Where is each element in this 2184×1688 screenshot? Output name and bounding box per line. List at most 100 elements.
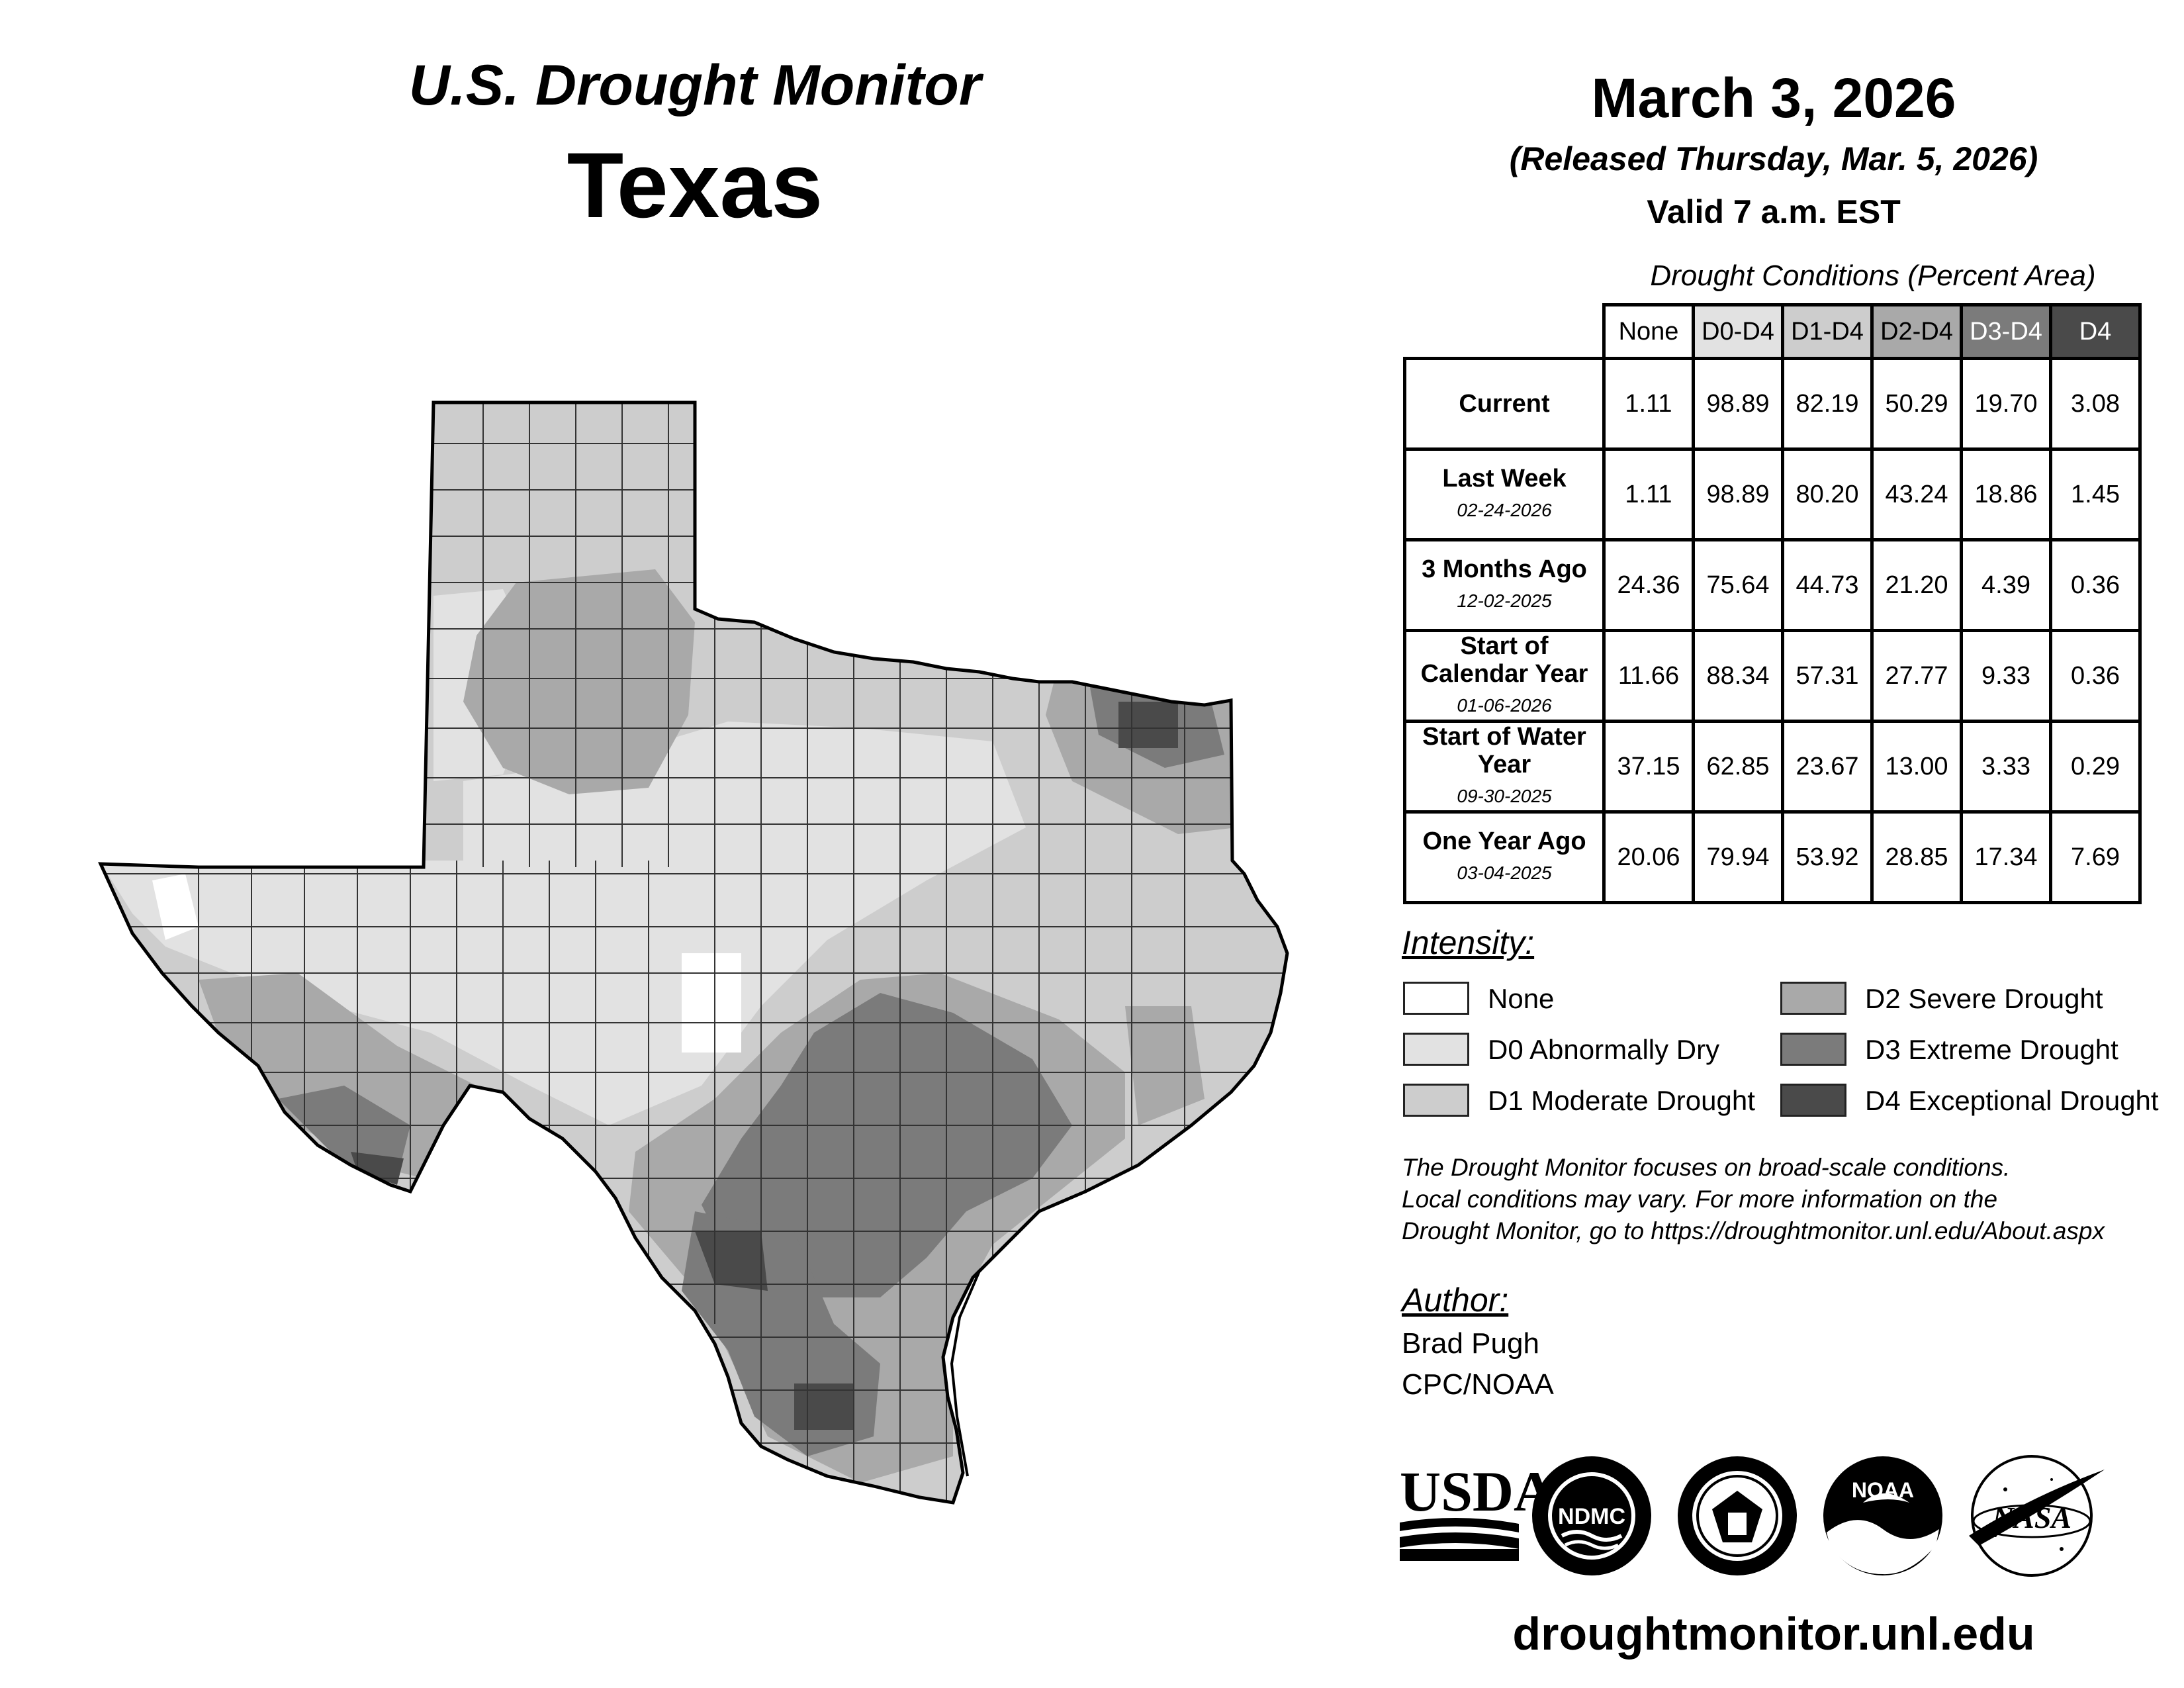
table-cell: 23.67 [1781,720,1874,814]
table-cell: 75.64 [1692,538,1784,632]
table-row: Last Week 02-24-2026 1.11 98.89 80.20 43.… [1403,447,2142,541]
table-cell: 18.86 [1960,447,2052,541]
table-cell: 17.34 [1960,810,2052,904]
legend-label: None [1488,983,1555,1014]
legend-label: D1 Moderate Drought [1488,1085,1755,1116]
table-cell: 57.31 [1781,629,1874,723]
table-cell: 82.19 [1781,357,1874,451]
table-cell: 1.11 [1602,357,1695,451]
table-cell: 79.94 [1692,810,1784,904]
table-cell: 21.20 [1870,538,1963,632]
table-cell: 88.34 [1692,629,1784,723]
table-cell: 27.77 [1870,629,1963,723]
legend-label: D4 Exceptional Drought [1865,1085,2159,1116]
table-cell: 24.36 [1602,538,1695,632]
table-row: Current 1.11 98.89 82.19 50.29 19.70 3.0… [1403,357,2142,451]
row-label: 3 Months Ago 12-02-2025 [1403,538,1606,632]
table-cell: 11.66 [1602,629,1695,723]
row-label: Start of Water Year 09-30-2025 [1403,720,1606,814]
row-label: Start of Calendar Year 01-06-2026 [1403,629,1606,723]
row-label-text: Start of Calendar Year [1420,632,1588,688]
texas-drought-map [98,400,1289,1505]
row-label: Last Week 02-24-2026 [1403,447,1606,541]
row-date: 03-04-2025 [1457,863,1552,883]
state-title: Texas [567,133,823,237]
table-cell: 50.29 [1870,357,1963,451]
legend-label: D3 Extreme Drought [1865,1034,2118,1065]
title-block: U.S. Drought Monitor Texas [225,53,1165,239]
usda-logo: USDA [1400,1460,1555,1561]
table-cell: 80.20 [1781,447,1874,541]
col-d0-d4: D0-D4 [1692,303,1784,360]
table-cell: 53.92 [1781,810,1874,904]
table-cell: 44.73 [1781,538,1874,632]
col-none: None [1602,303,1695,360]
table-cell: 7.69 [2049,810,2142,904]
row-label: One Year Ago 03-04-2025 [1403,810,1606,904]
disclaimer-line: Drought Monitor, go to https://droughtmo… [1402,1217,2105,1244]
row-label: Current [1403,357,1606,451]
usda-logo-text: USDA [1400,1460,1555,1523]
ndmc-logo-text: NDMC [1558,1504,1625,1529]
disclaimer-line: Local conditions may vary. For more info… [1402,1186,1998,1213]
table-caption: Drought Conditions (Percent Area) [1650,259,2096,292]
row-label-text: Start of Water Year [1422,723,1586,778]
row-label-text: 3 Months Ago [1422,555,1587,583]
row-date: 02-24-2026 [1457,500,1552,520]
table-cell: 9.33 [1960,629,2052,723]
table-header-row: None D0-D4 D1-D4 D2-D4 D3-D4 D4 [1404,303,2142,360]
legend-swatch [1403,1033,1469,1066]
table-cell: 28.85 [1870,810,1963,904]
legend-swatch [1780,1084,1846,1117]
row-date: 01-06-2026 [1457,695,1552,716]
table-cell: 13.00 [1870,720,1963,814]
table-row: Start of Calendar Year 01-06-2026 11.66 8… [1403,629,2142,723]
partner-logos: USDA NDMC NOAA NASA [1400,1455,2105,1577]
disclaimer: The Drought Monitor focuses on broad-sca… [1402,1152,2169,1247]
table-row: Start of Water Year 09-30-2025 37.15 62.8… [1403,720,2142,814]
col-d2-d4: D2-D4 [1870,303,1963,360]
col-d3-d4: D3-D4 [1960,303,2052,360]
noaa-logo-text: NOAA [1852,1478,1914,1502]
drought-conditions-table: None D0-D4 D1-D4 D2-D4 D3-D4 D4 Current … [1403,303,2142,904]
table-cell: 62.85 [1692,720,1784,814]
table-cell: 20.06 [1602,810,1695,904]
legend-swatch [1780,1033,1846,1066]
table-cell: 0.36 [2049,629,2142,723]
map-date: March 3, 2026 [1591,67,1956,129]
table-cell: 1.11 [1602,447,1695,541]
legend-swatch [1780,982,1846,1015]
col-d1-d4: D1-D4 [1781,303,1874,360]
table-cell: 0.29 [2049,720,2142,814]
legend-label: D0 Abnormally Dry [1488,1034,1720,1065]
author-title: Author: [1402,1282,1509,1319]
map-subtitle: U.S. Drought Monitor [408,54,981,117]
valid-time: Valid 7 a.m. EST [1647,193,1901,230]
author-org: CPC/NOAA [1402,1368,1554,1401]
ndmc-logo: NDMC [1532,1456,1651,1575]
table-corner [1404,305,1606,360]
legend-label: D2 Severe Drought [1865,983,2103,1014]
col-d4: D4 [2049,303,2142,360]
date-block: March 3, 2026 (Released Thursday, Mar. 5… [1390,66,2158,231]
release-date: (Released Thursday, Mar. 5, 2026) [1509,140,2038,177]
author-name: Brad Pugh [1402,1327,1539,1360]
intensity-title: Intensity: [1402,924,1535,961]
noaa-logo: NOAA [1823,1456,1942,1575]
table-cell: 43.24 [1870,447,1963,541]
row-label-text: Current [1459,390,1550,418]
table-cell: 1.45 [2049,447,2142,541]
table-cell: 98.89 [1692,447,1784,541]
row-label-text: Last Week [1442,465,1567,492]
row-date: 12-02-2025 [1457,590,1552,611]
table-cell: 3.08 [2049,357,2142,451]
table-cell: 37.15 [1602,720,1695,814]
legend-swatch [1403,982,1469,1015]
table-cell: 19.70 [1960,357,2052,451]
disclaimer-line: The Drought Monitor focuses on broad-sca… [1402,1154,2011,1181]
nasa-logo: NASA [1969,1455,2105,1577]
row-date: 09-30-2025 [1457,786,1552,806]
site-url[interactable]: droughtmonitor.unl.edu [1512,1608,2035,1660]
table-cell: 98.89 [1692,357,1784,451]
commerce-seal [1678,1456,1797,1575]
